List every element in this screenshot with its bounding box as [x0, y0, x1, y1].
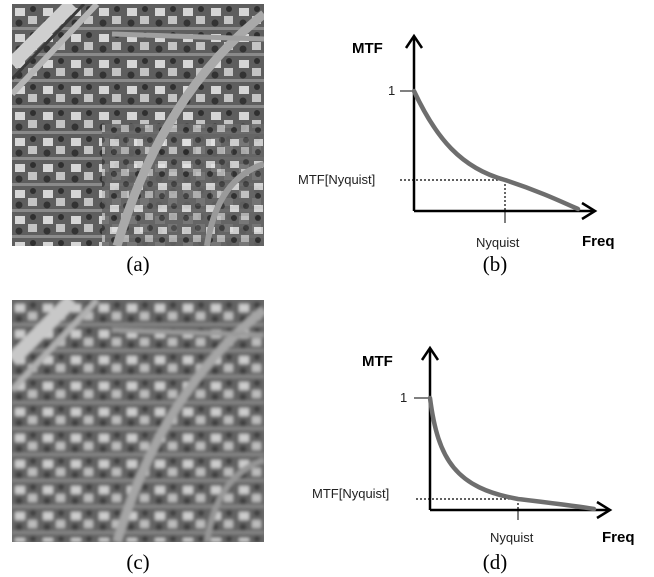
- one-label: 1: [388, 83, 395, 98]
- aerial-photo-sharp: [12, 4, 264, 246]
- one-label: 1: [400, 390, 407, 405]
- caption-a: (a): [126, 252, 150, 276]
- aerial-photo-blurred: [12, 300, 264, 542]
- x-axis-arrowhead: [581, 201, 598, 221]
- mtf-plot-d: MTF Freq 1 MTF[Nyquist] Nyquist: [296, 340, 652, 550]
- caption-c: (c): [126, 550, 150, 574]
- aerial-photo-blurred-graphic: [12, 300, 264, 542]
- mtf-plot-d-svg: MTF Freq 1 MTF[Nyquist] Nyquist: [312, 345, 635, 546]
- mtf-curve-b: [411, 88, 581, 212]
- mtf-nyquist-label: MTF[Nyquist]: [312, 486, 389, 501]
- mtf-plot-b: MTF Freq 1 MTF[Nyquist] Nyquist: [296, 28, 632, 258]
- caption-d: (d): [482, 550, 508, 574]
- mtf-plot-b-svg: MTF Freq 1 MTF[Nyquist] Nyquist: [298, 33, 615, 250]
- y-axis-arrowhead: [404, 33, 424, 49]
- y-axis-label: MTF: [352, 40, 383, 57]
- y-axis-arrowhead: [420, 345, 440, 361]
- aerial-photo-sharp-graphic: [12, 4, 264, 246]
- mtf-nyquist-label: MTF[Nyquist]: [298, 172, 375, 187]
- nyquist-label: Nyquist: [476, 235, 520, 250]
- x-axis-label: Freq: [582, 233, 615, 250]
- x-axis-arrowhead: [596, 500, 613, 520]
- x-axis-label: Freq: [602, 529, 635, 546]
- mtf-curve-d: [427, 395, 597, 512]
- caption-b: (b): [482, 252, 508, 276]
- y-axis-label: MTF: [362, 353, 393, 370]
- nyquist-label: Nyquist: [490, 530, 534, 545]
